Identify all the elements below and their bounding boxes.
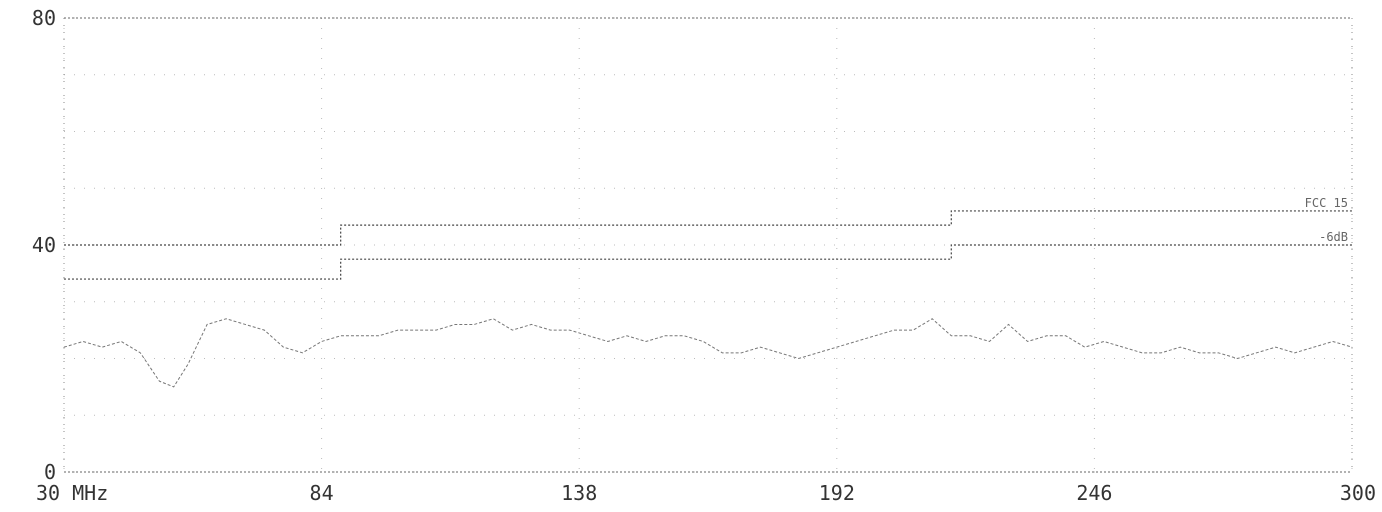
- y-tick-label: 0: [44, 460, 56, 484]
- limit-lines: [64, 210, 1352, 280]
- x-tick-label: 192: [819, 481, 855, 505]
- axes: [63, 17, 1353, 473]
- limit-line-label: -6dB: [1319, 230, 1348, 244]
- limit-line-label: FCC 15: [1305, 196, 1348, 210]
- y-tick-label: 80: [32, 6, 56, 30]
- y-tick-label: 40: [32, 233, 56, 257]
- series-line-1: [63, 318, 1353, 388]
- labels: FCC 15 -6dB 0 40 80 30 MHz 84 138 192 246 300: [32, 6, 1376, 505]
- limit-line-2: [64, 244, 1352, 280]
- x-tick-label: 30 MHz: [36, 481, 108, 505]
- series-layer: [63, 318, 1353, 388]
- limit-line-1: [64, 210, 1352, 246]
- x-tick-label: 300: [1340, 481, 1376, 505]
- x-tick-label: 84: [310, 481, 334, 505]
- x-tick-label: 246: [1076, 481, 1112, 505]
- x-tick-label: 138: [561, 481, 597, 505]
